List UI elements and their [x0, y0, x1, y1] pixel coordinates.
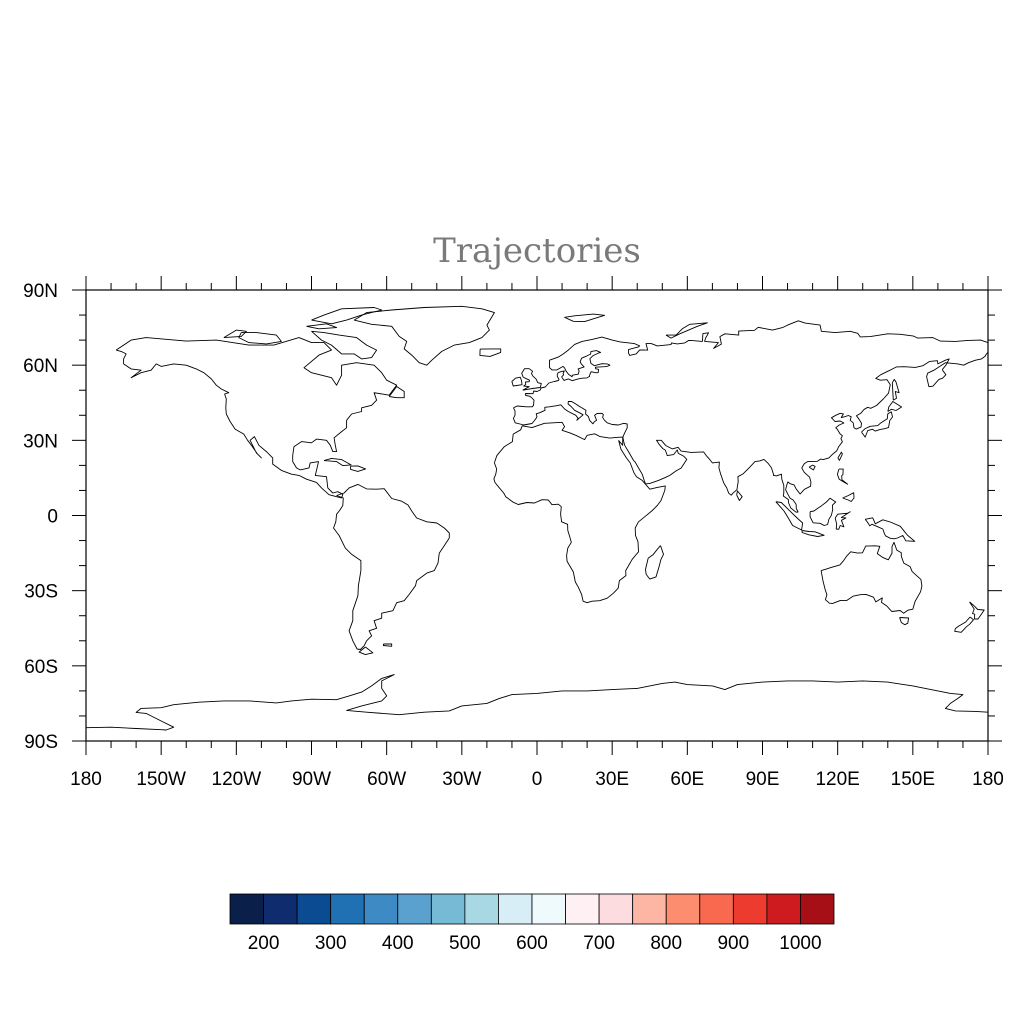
colorbar-swatch	[632, 893, 667, 925]
colorbar-label: 200	[248, 933, 280, 954]
colorbar-label: 800	[650, 933, 682, 954]
coastline-eurasia	[512, 320, 988, 513]
coastline-australia	[820, 541, 923, 614]
colorbar-label: 900	[717, 933, 749, 954]
coastline-sulawesi	[834, 511, 851, 530]
coastline-luzon	[836, 468, 849, 485]
colorbar-swatch	[766, 893, 801, 925]
latitude-axis: 90N 60N 30N 0 30S 60S 90S	[23, 281, 1002, 753]
coastline-sakhalin	[891, 378, 900, 401]
lon-tick-label: 90E	[746, 769, 780, 790]
coastline-japan	[861, 411, 893, 438]
lon-tick-label: 60E	[670, 769, 704, 790]
coastline-taiwan	[837, 451, 843, 461]
lon-tick-label: 150E	[891, 769, 935, 790]
lon-tick-label: 120W	[212, 769, 262, 790]
colorbar-swatch	[732, 893, 768, 925]
coastline-ireland	[511, 376, 523, 387]
coastline-tasmania	[899, 617, 910, 626]
colorbar-swatch	[363, 893, 399, 925]
colorbar-swatch	[397, 893, 432, 925]
lat-tick-label: 60N	[23, 356, 58, 377]
lat-tick-label: 0	[47, 507, 58, 528]
lon-tick-label: 90W	[292, 769, 331, 790]
coastline-new-zealand-north	[969, 601, 985, 620]
lon-tick-label: 30E	[595, 769, 629, 790]
colorbar-label: 700	[583, 933, 615, 954]
coastline-hainan	[808, 464, 816, 471]
coastline-newfoundland	[388, 386, 405, 399]
colorbar-swatch	[665, 893, 701, 925]
coastline-falklands	[382, 643, 393, 647]
coastline-hokkaido	[887, 401, 903, 412]
lat-tick-label: 90N	[23, 281, 58, 302]
lon-tick-label: 180	[70, 769, 102, 790]
longitude-axis: 180 150W 120W 90W 60W 30W 0 30E 60E 90E 120E 150E 18…	[70, 276, 1004, 790]
coastline-mindanao	[842, 492, 855, 502]
colorbar-label: 300	[315, 933, 347, 954]
coastline-greenland	[353, 305, 495, 366]
coastline-hispaniola	[350, 465, 367, 472]
colorbar-swatch	[498, 893, 533, 925]
colorbar-swatch	[598, 893, 634, 925]
colorbar: 200 300 400 500 600 700 800 900 1000	[229, 893, 835, 954]
coastline-iceland	[479, 348, 502, 357]
coastline-sri-lanka	[736, 490, 743, 501]
coastline-victoria-island	[238, 332, 282, 345]
colorbar-swatch	[699, 893, 734, 925]
coastline-south-america	[333, 483, 450, 650]
lon-tick-label: 30W	[442, 769, 481, 790]
colorbar-swatch	[263, 893, 298, 925]
lat-tick-label: 90S	[24, 732, 58, 753]
coastline-new-zealand-south	[954, 616, 974, 633]
colorbar-swatch	[531, 893, 566, 925]
colorbar-swatch	[800, 893, 835, 925]
lat-tick-label: 30N	[23, 431, 58, 452]
colorbar-label: 400	[382, 933, 414, 954]
colorbar-swatch	[296, 893, 332, 925]
lon-tick-label: 0	[532, 769, 543, 790]
coastlines	[86, 305, 988, 731]
lat-tick-label: 60S	[24, 657, 58, 678]
colorbar-swatch	[330, 893, 365, 925]
colorbar-swatch	[565, 893, 600, 925]
coastline-north-america	[115, 337, 398, 499]
coastline-cuba	[323, 457, 352, 467]
coastline-africa	[493, 421, 666, 604]
lat-tick-label: 30S	[24, 582, 58, 603]
lon-tick-label: 120E	[815, 769, 859, 790]
lon-tick-label: 180	[972, 769, 1004, 790]
lon-tick-label: 60W	[367, 769, 406, 790]
map-title: Trajectories	[433, 231, 641, 271]
colorbar-swatch	[430, 893, 466, 925]
coastline-borneo	[809, 497, 837, 526]
colorbar-swatch	[229, 893, 264, 925]
lon-tick-label: 150W	[136, 769, 186, 790]
coastline-java	[801, 530, 825, 537]
coastline-novaya-zemlya	[665, 322, 708, 339]
coastline-tierra-del-fuego	[358, 646, 374, 656]
coastline-new-guinea	[864, 517, 916, 542]
coastline-sumatra	[775, 501, 804, 531]
coastline-madagascar	[645, 545, 664, 580]
coastline-banks-island	[223, 329, 247, 339]
coastline-devon-island	[306, 323, 338, 330]
colorbar-label: 600	[516, 933, 548, 954]
map-frame	[85, 289, 989, 742]
colorbar-swatch	[464, 893, 499, 925]
coastline-ellesmere-island	[311, 307, 383, 325]
coastline-svalbard	[564, 313, 606, 323]
colorbar-label: 500	[449, 933, 481, 954]
colorbar-label: 1000	[779, 933, 821, 954]
coastline-antarctica	[86, 674, 988, 731]
coastline-baffin-island	[311, 330, 378, 360]
coastline-great-britain	[521, 368, 542, 391]
